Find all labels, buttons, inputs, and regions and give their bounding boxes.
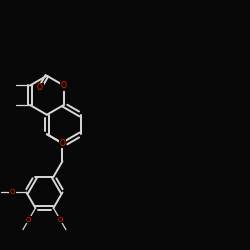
- Text: O: O: [10, 190, 16, 196]
- Text: O: O: [37, 83, 43, 92]
- Text: O: O: [61, 81, 67, 90]
- Text: O: O: [58, 217, 63, 223]
- Text: O: O: [26, 217, 31, 223]
- Text: O: O: [60, 139, 66, 148]
